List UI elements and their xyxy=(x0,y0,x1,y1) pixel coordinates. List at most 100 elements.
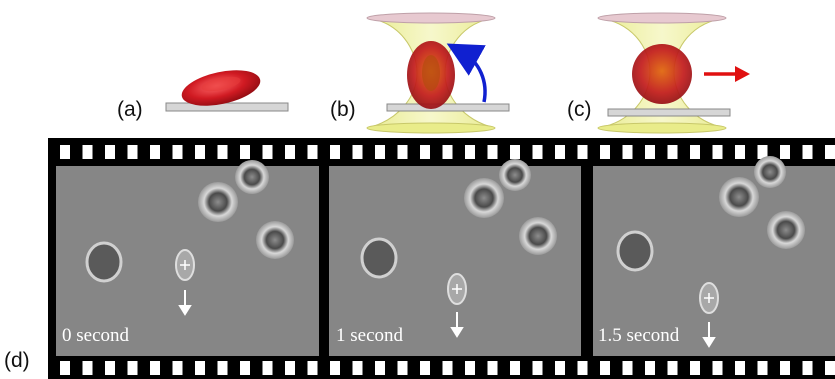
sprocket-hole xyxy=(150,361,160,375)
sprocket-hole xyxy=(195,361,205,375)
sprocket-hole xyxy=(442,361,453,375)
frame-caption: 1.5 second xyxy=(598,325,680,346)
sprocket-hole xyxy=(802,145,813,159)
sprocket-hole xyxy=(352,145,363,159)
sprocket-hole xyxy=(60,361,70,375)
sprocket-hole xyxy=(465,361,475,375)
frame-3: 1.5 second xyxy=(593,156,835,356)
sprocket-hole xyxy=(330,145,340,159)
sprocket-hole xyxy=(172,361,183,375)
down-arrow-icon xyxy=(178,290,192,316)
beam-cap-bottom xyxy=(366,122,496,134)
sprocket-hole xyxy=(555,145,565,159)
sprocket-hole xyxy=(600,361,610,375)
sprocket-hole xyxy=(352,361,363,375)
sprocket-hole xyxy=(262,145,273,159)
cells-1 xyxy=(85,160,294,283)
panel-label-a: (a) xyxy=(117,98,143,121)
sprocket-hole xyxy=(307,361,318,375)
sprocket-hole xyxy=(420,145,430,159)
sprocket-hole xyxy=(690,361,700,375)
crosshair-icon xyxy=(452,284,462,294)
sprocket-hole xyxy=(825,361,835,375)
panel-b-illustration xyxy=(366,12,510,134)
sprocket-hole xyxy=(532,145,543,159)
sprocket-hole xyxy=(555,361,565,375)
sprocket-hole xyxy=(577,361,588,375)
sprocket-hole xyxy=(105,361,115,375)
sprocket-hole xyxy=(622,145,633,159)
glass-slide xyxy=(607,108,731,117)
sprocket-hole xyxy=(217,145,228,159)
sprocket-hole xyxy=(510,145,520,159)
crosshair-icon xyxy=(180,260,190,270)
sprocket-hole xyxy=(127,145,138,159)
sprocket-hole xyxy=(825,145,835,159)
sprocket-hole xyxy=(375,361,385,375)
rbc-dimple xyxy=(201,76,241,92)
beam-cap-bottom xyxy=(597,122,727,134)
sprocket-hole xyxy=(105,145,115,159)
trapped-red-blood-cell xyxy=(632,44,692,104)
sprocket-hole xyxy=(330,361,340,375)
rotation-arrow-icon xyxy=(446,43,487,103)
frame-caption: 0 second xyxy=(62,325,130,346)
panel-label-c: (c) xyxy=(567,98,592,121)
crosshair-icon xyxy=(704,293,714,303)
sprocket-hole xyxy=(285,361,295,375)
sprocket-hole xyxy=(262,361,273,375)
down-arrow-icon xyxy=(702,322,716,348)
sprocket-hole xyxy=(600,145,610,159)
panel-label-d: (d) xyxy=(4,349,30,372)
sprocket-hole xyxy=(712,361,723,375)
sprocket-hole xyxy=(645,145,655,159)
sprocket-hole xyxy=(127,361,138,375)
sprocket-hole xyxy=(465,145,475,159)
sprocket-hole xyxy=(780,145,790,159)
sprocket-hole xyxy=(397,361,408,375)
sprocket-holes-bottom xyxy=(60,361,835,375)
cells-2 xyxy=(360,159,557,305)
sprocket-hole xyxy=(735,361,745,375)
sprocket-hole xyxy=(667,145,678,159)
panel-c-illustration xyxy=(597,12,750,134)
panel-label-b: (b) xyxy=(330,98,356,121)
sprocket-hole xyxy=(757,361,768,375)
frame-2: 1 second xyxy=(329,159,581,356)
sprocket-hole xyxy=(285,145,295,159)
sprocket-hole xyxy=(82,145,93,159)
frame-caption: 1 second xyxy=(336,325,404,346)
sprocket-hole xyxy=(150,145,160,159)
beam-cap-top xyxy=(597,12,727,24)
sprocket-hole xyxy=(712,145,723,159)
push-arrow-icon xyxy=(735,66,750,82)
beam-cap-top xyxy=(366,12,496,24)
sprocket-hole xyxy=(645,361,655,375)
sprocket-hole xyxy=(442,145,453,159)
glass-slide xyxy=(165,102,289,112)
sprocket-hole xyxy=(60,145,70,159)
sprocket-hole xyxy=(195,145,205,159)
panel-a-illustration xyxy=(165,70,289,112)
sprocket-hole xyxy=(82,361,93,375)
sprocket-hole xyxy=(622,361,633,375)
sprocket-hole xyxy=(487,145,498,159)
sprocket-hole xyxy=(690,145,700,159)
sprocket-hole xyxy=(667,361,678,375)
glass-slide xyxy=(386,103,510,112)
sprocket-hole xyxy=(240,145,250,159)
sprocket-hole xyxy=(780,361,790,375)
sprocket-hole xyxy=(487,361,498,375)
sprocket-hole xyxy=(577,145,588,159)
sprocket-hole xyxy=(802,361,813,375)
sprocket-hole xyxy=(240,361,250,375)
down-arrow-icon xyxy=(450,312,464,338)
sprocket-hole xyxy=(420,361,430,375)
sprocket-hole xyxy=(735,145,745,159)
sprocket-hole xyxy=(375,145,385,159)
sprocket-hole xyxy=(532,361,543,375)
cells-3 xyxy=(616,156,805,314)
rbc-center xyxy=(422,55,440,91)
sprocket-hole xyxy=(757,145,768,159)
